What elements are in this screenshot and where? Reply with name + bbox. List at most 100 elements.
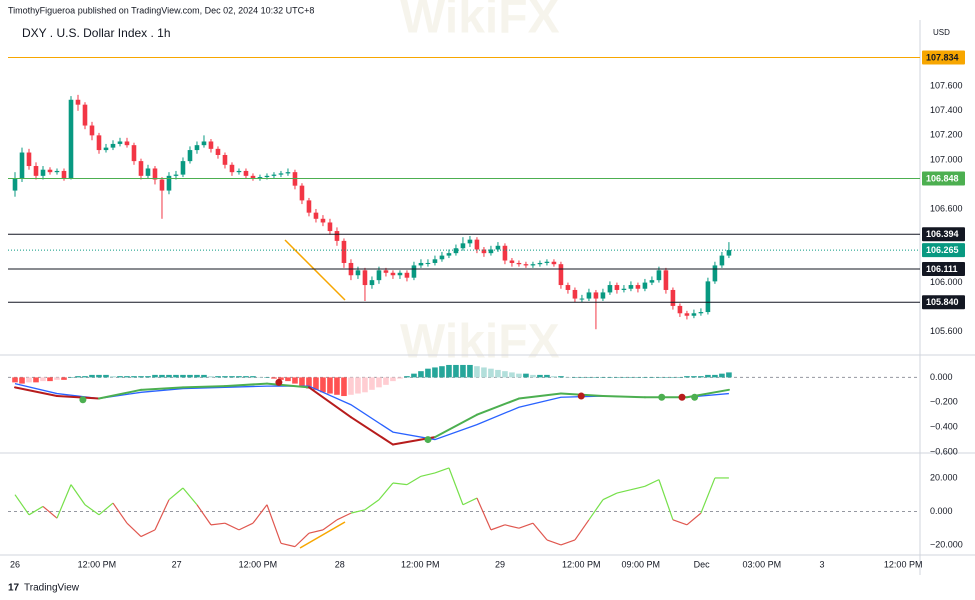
oscillator-segment xyxy=(224,522,240,531)
histogram-bar xyxy=(96,374,102,378)
candle-body xyxy=(159,179,165,191)
candle-body xyxy=(187,150,193,162)
oscillator-segment xyxy=(476,497,492,531)
histogram-bar xyxy=(278,377,284,380)
oscillator-segment xyxy=(504,524,520,529)
candle-body xyxy=(523,264,529,266)
histogram-bar xyxy=(243,376,249,378)
candle-body xyxy=(621,288,627,290)
candle-body xyxy=(26,152,32,167)
histogram-bar xyxy=(411,373,417,378)
histogram-bar xyxy=(684,376,690,378)
cross-marker xyxy=(678,393,686,401)
macd-line-segment xyxy=(349,416,394,446)
oscillator-segment xyxy=(434,467,450,474)
candle-body xyxy=(166,175,172,191)
cross-marker xyxy=(275,378,283,386)
candle-body xyxy=(670,289,676,306)
x-tick-label: 09:00 PM xyxy=(621,559,660,569)
candle-body xyxy=(138,161,144,176)
level-label: 106.265 xyxy=(926,245,959,255)
histogram-bar xyxy=(180,374,186,378)
candle-body xyxy=(418,262,424,266)
histogram-bar xyxy=(607,377,613,378)
candle-body xyxy=(152,168,158,180)
oscillator-segment xyxy=(588,499,604,521)
macd-line-segment xyxy=(223,382,268,388)
candle-body xyxy=(194,145,200,151)
candle-body xyxy=(124,141,130,146)
candle-body xyxy=(551,261,557,265)
candle-body xyxy=(180,161,186,175)
histogram-bar xyxy=(572,377,578,378)
histogram-bar xyxy=(320,377,326,393)
candle-body xyxy=(565,285,571,290)
oscillator-segment xyxy=(266,504,282,544)
level-label-box xyxy=(922,295,965,310)
candle-body xyxy=(705,281,711,313)
candle-body xyxy=(47,169,53,173)
candle-body xyxy=(383,270,389,273)
histogram-bar xyxy=(698,376,704,378)
histogram-bar xyxy=(390,377,396,382)
histogram-bar xyxy=(656,377,662,378)
histogram-bar xyxy=(446,364,452,378)
histogram-bar xyxy=(565,377,571,378)
candle-body xyxy=(313,212,319,219)
candle-body xyxy=(614,285,620,290)
macd-line-segment xyxy=(13,386,58,398)
histogram-bar xyxy=(103,374,109,378)
oscillator-segment xyxy=(14,494,30,516)
level-label: 106.848 xyxy=(926,173,959,183)
candle-body xyxy=(131,145,137,162)
histogram-bar xyxy=(376,377,382,388)
histogram-bar xyxy=(33,377,39,383)
candle-body xyxy=(110,143,116,148)
candle-body xyxy=(250,175,256,179)
candle-body xyxy=(33,166,39,176)
candle-body xyxy=(96,135,102,151)
x-tick-label: 12:00 PM xyxy=(78,559,117,569)
candle-body xyxy=(712,265,718,282)
oscillator-segment xyxy=(42,505,58,519)
histogram-bar xyxy=(537,374,543,378)
oscillator-segment xyxy=(168,487,184,501)
oscillator-segment xyxy=(630,485,646,491)
histogram-bar xyxy=(509,372,515,378)
candle-body xyxy=(376,270,382,281)
histogram-bar xyxy=(75,376,81,378)
histogram-bar xyxy=(404,376,410,378)
histogram-bar xyxy=(726,372,732,378)
histogram-bar xyxy=(628,377,634,378)
histogram-bar xyxy=(600,377,606,378)
candle-body xyxy=(488,249,494,254)
candle-body xyxy=(19,152,25,179)
candle-body xyxy=(103,147,109,151)
cross-marker xyxy=(79,396,87,404)
x-tick-label: 26 xyxy=(10,559,20,569)
candle-body xyxy=(327,222,333,232)
oscillator-segment xyxy=(532,522,548,541)
candle-body xyxy=(439,255,445,260)
oscillator-segment xyxy=(84,504,100,516)
histogram-bar xyxy=(502,371,508,378)
candle-body xyxy=(12,178,18,191)
histogram-bar xyxy=(187,374,193,378)
candle-body xyxy=(299,185,305,201)
oscillator-segment xyxy=(280,542,296,548)
oscillator-segment xyxy=(98,502,114,516)
x-tick-label: 03:00 PM xyxy=(743,559,782,569)
x-tick-label: 12:00 PM xyxy=(562,559,601,569)
histogram-bar xyxy=(54,377,60,380)
oscillator-segment xyxy=(56,484,72,519)
histogram-bar xyxy=(383,377,389,385)
histogram-bar xyxy=(299,377,305,387)
histogram-bar xyxy=(397,377,403,379)
histogram-bar xyxy=(201,374,207,378)
histogram-bar xyxy=(586,377,592,378)
oscillator-segment xyxy=(686,512,702,526)
histogram-bar xyxy=(551,376,557,378)
level-label-box xyxy=(922,227,965,242)
